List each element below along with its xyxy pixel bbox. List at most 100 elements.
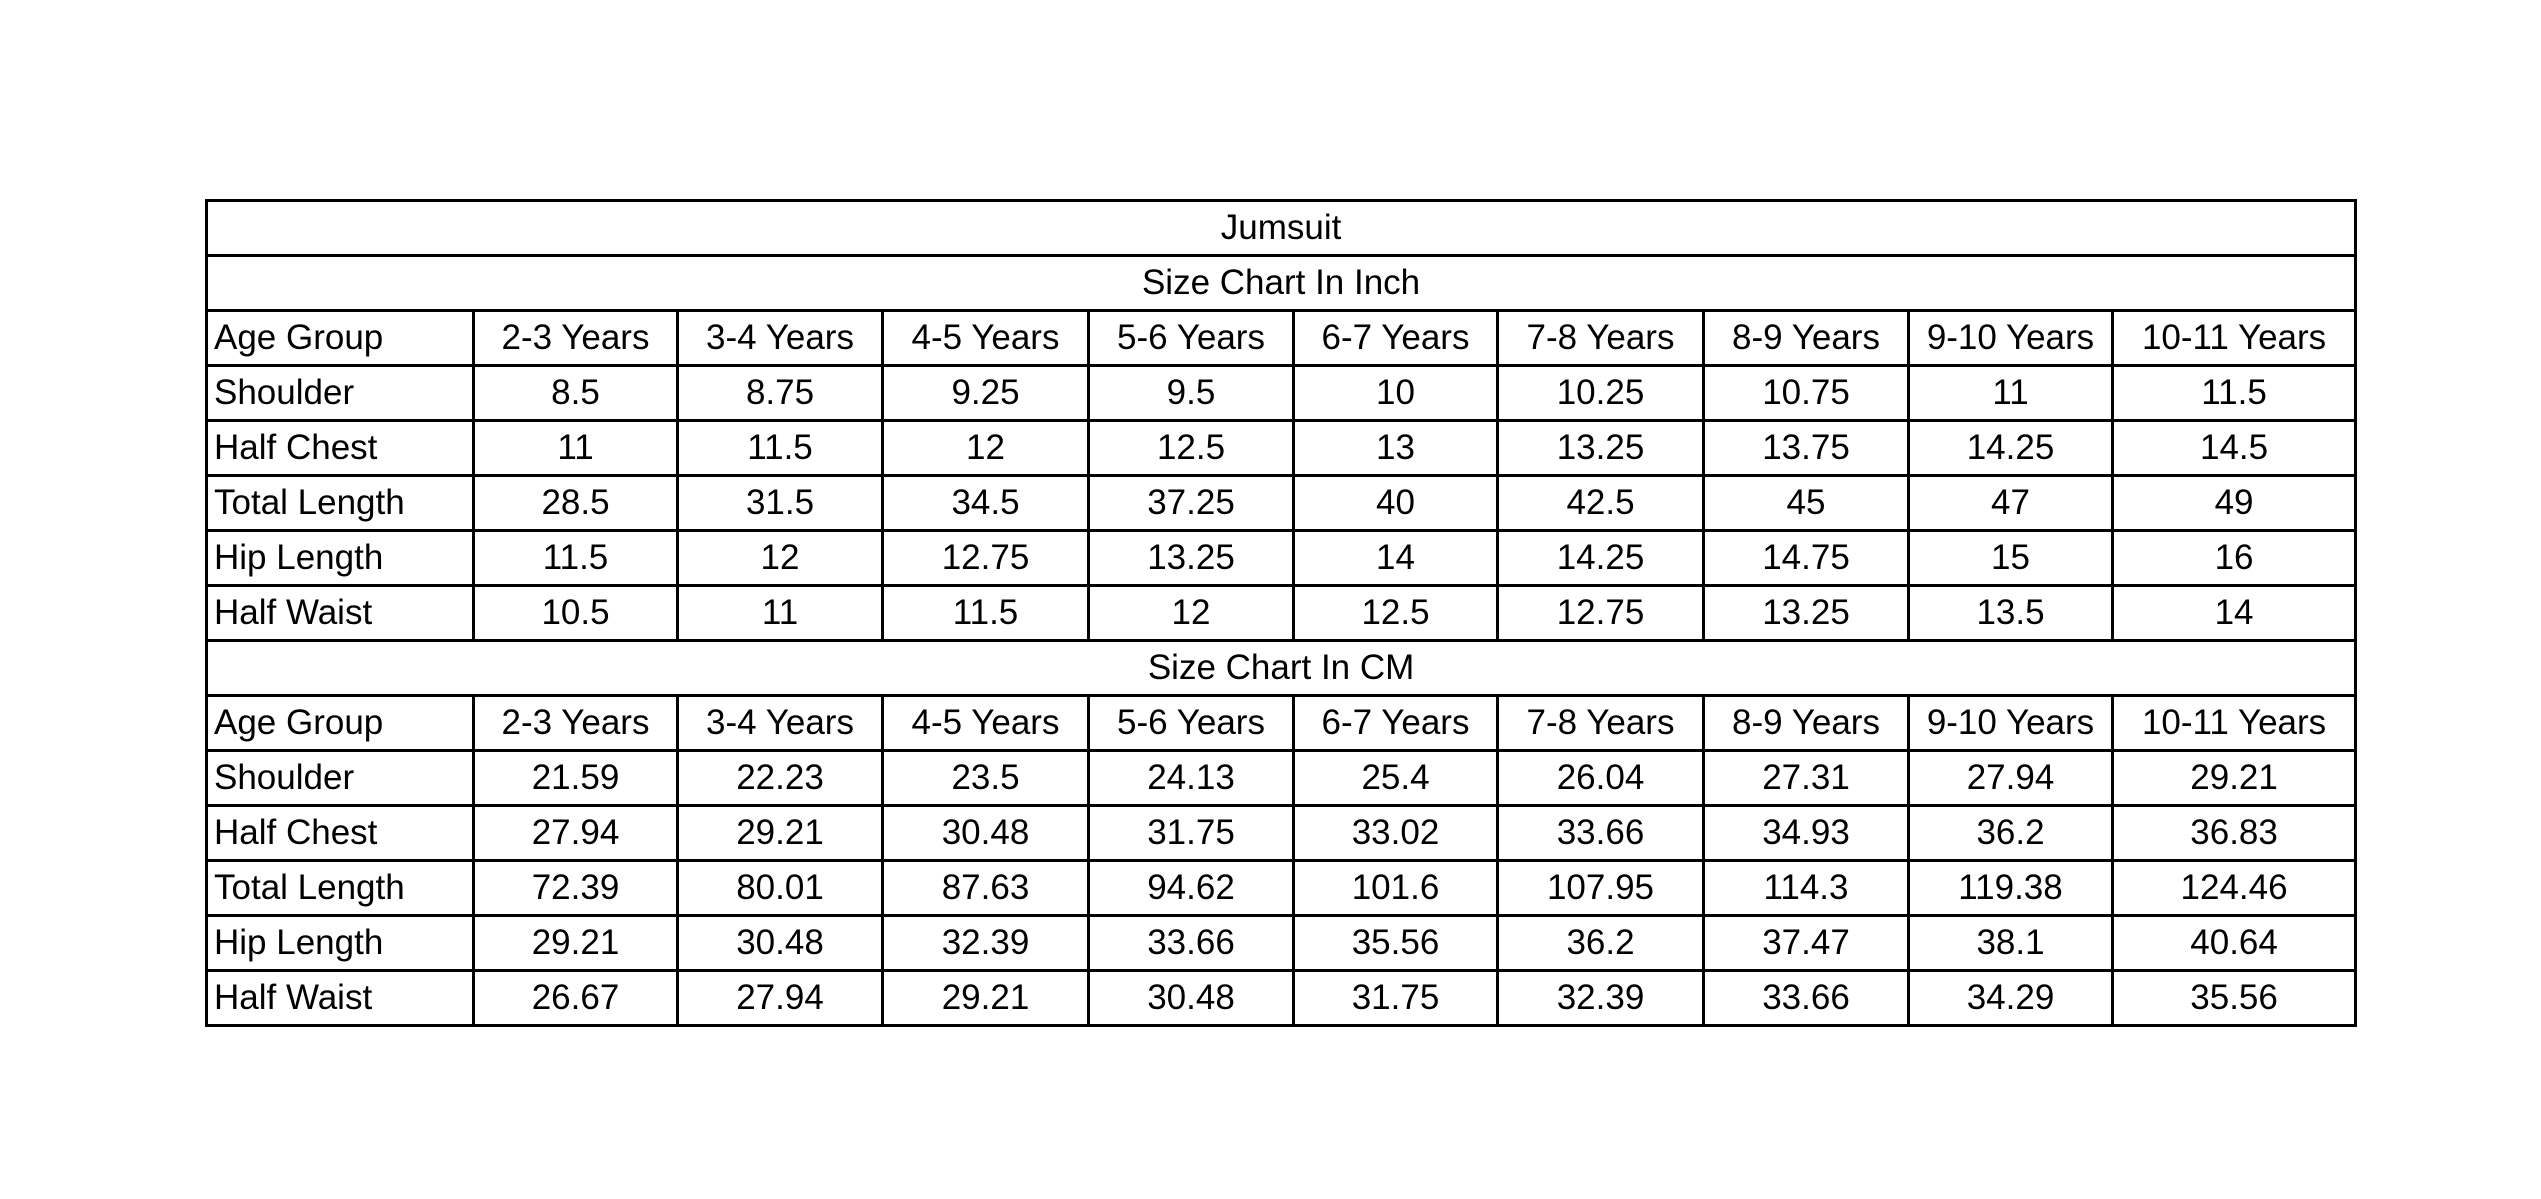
value-cell: 10.25 [1496,364,1705,422]
value-cell: 34.93 [1702,804,1910,862]
value-cell: 101.6 [1292,859,1499,917]
value-cell: 16 [2110,529,2358,587]
header-cell: 2-3 Years [472,694,679,752]
value-cell: 12.5 [1292,584,1499,642]
data-row: Half Chest 11 11.5 12 12.5 13 13.25 13.75 14.25 1… [205,419,2358,477]
value-cell: 47 [1907,474,2114,532]
value-cell: 9.25 [881,364,1090,422]
header-cell: 8-9 Years [1702,694,1910,752]
header-cell: 2-3 Years [472,309,679,367]
value-cell: 87.63 [881,859,1090,917]
value-cell: 12 [1087,584,1295,642]
value-cell: 31.5 [676,474,884,532]
value-cell: 11 [1907,364,2114,422]
header-cell: 3-4 Years [676,694,884,752]
value-cell: 28.5 [472,474,679,532]
row-label: Half Waist [205,969,475,1027]
table-title: Jumsuit [204,199,2358,257]
value-cell: 13.25 [1496,419,1705,477]
value-cell: 36.2 [1907,804,2114,862]
value-cell: 33.66 [1702,969,1910,1027]
row-label: Total Length [205,859,475,917]
section-heading-row: Size Chart In Inch [204,254,2358,312]
value-cell: 13 [1292,419,1499,477]
value-cell: 14.5 [2110,419,2358,477]
value-cell: 32.39 [881,914,1090,972]
section-heading-row: Size Chart In CM [204,639,2358,697]
data-row: Half Chest 27.94 29.21 30.48 31.75 33.02 33.66… [205,804,2358,862]
value-cell: 29.21 [676,804,884,862]
value-cell: 38.1 [1907,914,2114,972]
value-cell: 35.56 [1292,914,1499,972]
value-cell: 8.75 [676,364,884,422]
value-cell: 30.48 [676,914,884,972]
value-cell: 11.5 [472,529,679,587]
data-row: Total Length 28.5 31.5 34.5 37.25 40 42.5 45 47 4… [205,474,2358,532]
section-heading: Size Chart In CM [204,639,2358,697]
value-cell: 26.04 [1496,749,1705,807]
row-label: Shoulder [205,749,475,807]
value-cell: 40 [1292,474,1499,532]
value-cell: 13.5 [1907,584,2114,642]
value-cell: 9.5 [1087,364,1295,422]
value-cell: 42.5 [1496,474,1705,532]
size-chart: Jumsuit Size Chart In Inch Age Group 2-3 Y… [204,199,2358,1027]
value-cell: 12.75 [1496,584,1705,642]
header-cell: 9-10 Years [1907,309,2114,367]
value-cell: 11.5 [2110,364,2358,422]
section-heading: Size Chart In Inch [204,254,2358,312]
value-cell: 24.13 [1087,749,1295,807]
header-cell: 6-7 Years [1292,309,1499,367]
value-cell: 12.75 [881,529,1090,587]
size-table: Jumsuit Size Chart In Inch Age Group 2-3 Y… [204,199,2358,1027]
data-row: Half Waist 10.5 11 11.5 12 12.5 12.75 13.25 13.5… [205,584,2358,642]
value-cell: 36.83 [2110,804,2358,862]
value-cell: 37.47 [1702,914,1910,972]
header-cell: 7-8 Years [1496,309,1705,367]
value-cell: 11 [676,584,884,642]
value-cell: 26.67 [472,969,679,1027]
value-cell: 15 [1907,529,2114,587]
header-cell: 10-11 Years [2110,694,2358,752]
value-cell: 94.62 [1087,859,1295,917]
data-row: Total Length 72.39 80.01 87.63 94.62 101.6 107… [205,859,2358,917]
value-cell: 12 [676,529,884,587]
value-cell: 13.25 [1702,584,1910,642]
row-label: Hip Length [205,914,475,972]
value-cell: 34.29 [1907,969,2114,1027]
header-cell: 3-4 Years [676,309,884,367]
value-cell: 10.75 [1702,364,1910,422]
value-cell: 25.4 [1292,749,1499,807]
header-cell: 10-11 Years [2110,309,2358,367]
row-label: Half Waist [205,584,475,642]
value-cell: 29.21 [472,914,679,972]
value-cell: 27.94 [472,804,679,862]
value-cell: 14 [1292,529,1499,587]
value-cell: 119.38 [1907,859,2114,917]
value-cell: 10 [1292,364,1499,422]
value-cell: 29.21 [881,969,1090,1027]
data-row: Shoulder 21.59 22.23 23.5 24.13 25.4 26.04 27.3… [205,749,2358,807]
value-cell: 33.02 [1292,804,1499,862]
value-cell: 14 [2110,584,2358,642]
value-cell: 107.95 [1496,859,1705,917]
value-cell: 11.5 [676,419,884,477]
header-cell: 4-5 Years [881,694,1090,752]
value-cell: 37.25 [1087,474,1295,532]
value-cell: 34.5 [881,474,1090,532]
value-cell: 11 [472,419,679,477]
header-row: Age Group 2-3 Years 3-4 Years 4-5 Years 5-6 … [205,694,2358,752]
value-cell: 124.46 [2110,859,2358,917]
value-cell: 35.56 [2110,969,2358,1027]
value-cell: 14.25 [1907,419,2114,477]
value-cell: 45 [1702,474,1910,532]
row-label: Shoulder [205,364,475,422]
header-cell: 4-5 Years [881,309,1090,367]
header-cell: 6-7 Years [1292,694,1499,752]
value-cell: 8.5 [472,364,679,422]
value-cell: 33.66 [1496,804,1705,862]
value-cell: 27.94 [1907,749,2114,807]
value-cell: 30.48 [881,804,1090,862]
value-cell: 32.39 [1496,969,1705,1027]
value-cell: 11.5 [881,584,1090,642]
